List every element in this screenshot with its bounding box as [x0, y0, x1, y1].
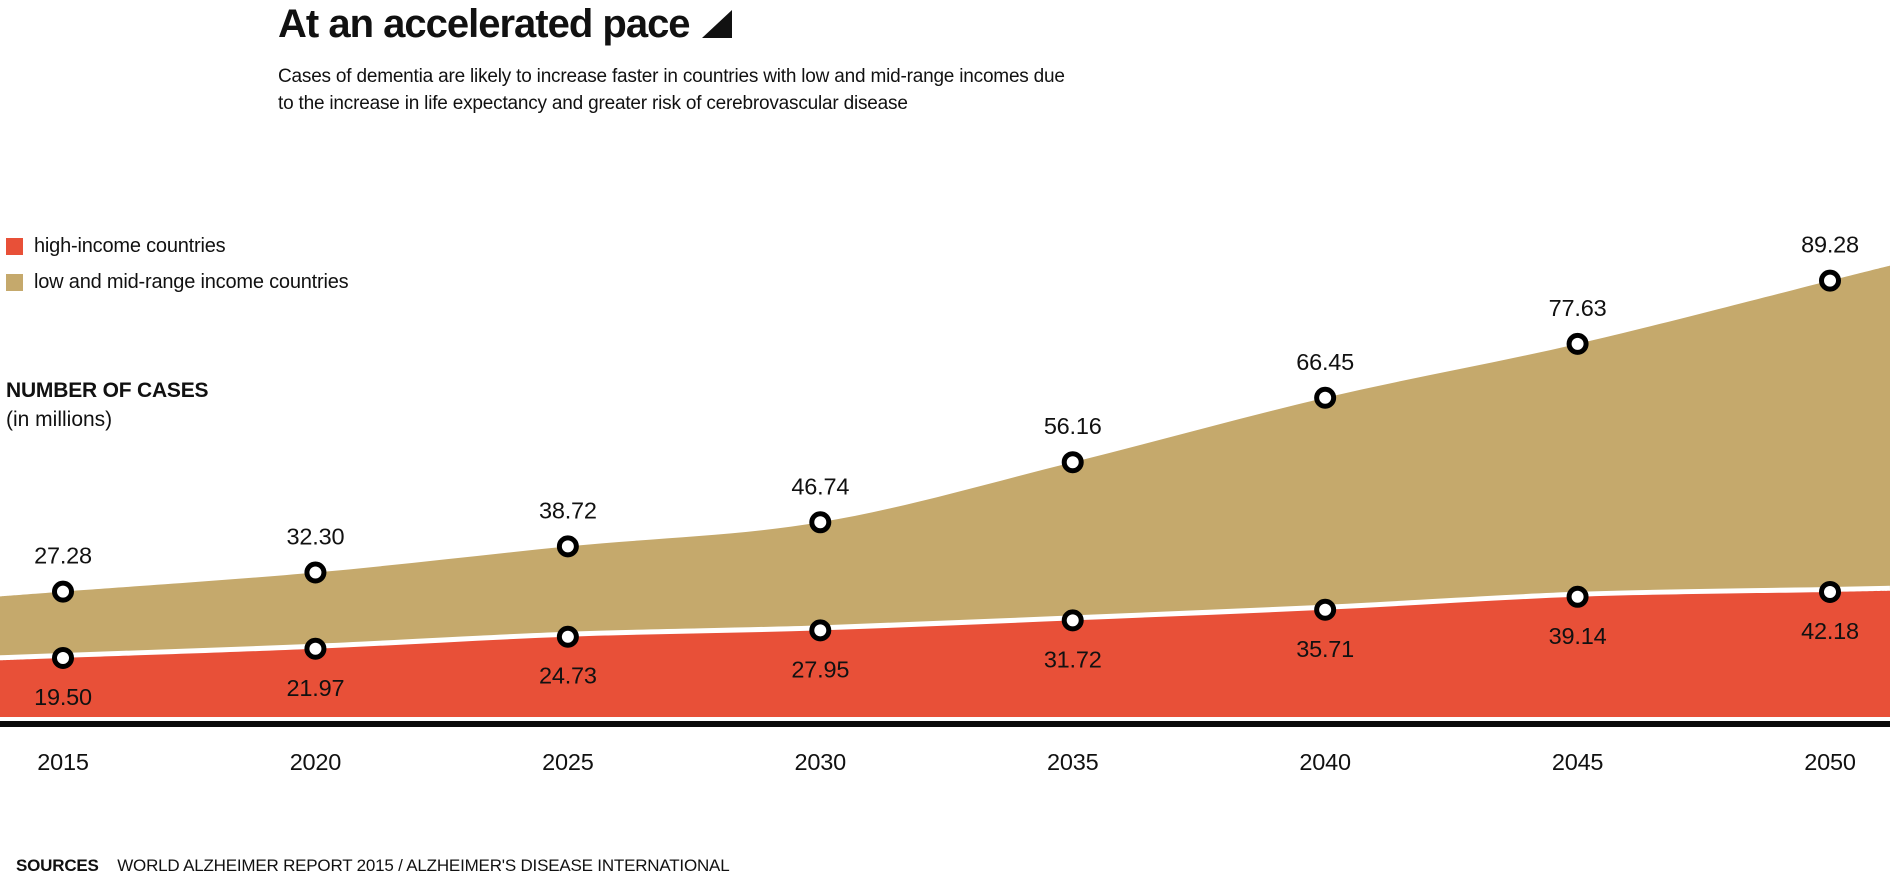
legend-label-low-mid-income: low and mid-range income countries [34, 270, 349, 293]
value-label: 27.95 [791, 656, 849, 682]
data-point-marker [52, 646, 74, 669]
value-label: 89.28 [1801, 232, 1859, 258]
value-label: 77.63 [1549, 295, 1607, 321]
title-text: At an accelerated pace [278, 2, 691, 46]
legend-swatch-high-income [6, 237, 23, 255]
data-point-marker [1566, 585, 1589, 608]
y-axis-label: NUMBER OF CASES (in millions) [6, 379, 209, 432]
legend-swatch-low-mid-income [6, 273, 23, 291]
value-label: 56.16 [1044, 413, 1102, 439]
x-axis-tick-label: 2040 [1299, 749, 1351, 775]
data-point-marker [556, 625, 579, 648]
chart-legend: high-income countries low and mid-range … [6, 228, 349, 300]
data-point-marker [304, 637, 327, 660]
value-label: 38.72 [539, 497, 597, 523]
x-axis-tick-label: 2020 [290, 749, 342, 775]
triangle-icon [701, 10, 732, 38]
data-point-marker [1819, 269, 1842, 292]
y-axis-unit: (in millions) [6, 408, 113, 431]
value-label: 21.97 [287, 675, 345, 701]
data-point-marker [809, 511, 832, 534]
chart-subtitle: Cases of dementia are likely to increase… [278, 63, 1065, 117]
value-label: 42.18 [1801, 618, 1859, 644]
legend-item-low-mid-income: low and mid-range income countries [6, 264, 349, 300]
chart-header: At an accelerated pace Cases of dementia… [278, 2, 1065, 117]
value-label: 31.72 [1044, 646, 1102, 672]
data-point-marker [1314, 598, 1337, 621]
value-label: 39.14 [1549, 623, 1607, 649]
value-label: 27.28 [34, 543, 92, 569]
legend-label-high-income: high-income countries [34, 234, 226, 257]
sources-label: SOURCES [16, 856, 99, 875]
page-title: At an accelerated pace [278, 2, 1065, 47]
data-point-marker [1566, 332, 1589, 355]
sources-text: WORLD ALZHEIMER REPORT 2015 / ALZHEIMER'… [117, 856, 730, 875]
y-axis-title: NUMBER OF CASES [6, 379, 209, 402]
x-axis-tick-label: 2035 [1047, 749, 1099, 775]
value-label: 46.74 [791, 473, 849, 499]
data-point-marker [1819, 580, 1842, 603]
value-label: 35.71 [1296, 636, 1354, 662]
x-axis-tick-label: 2045 [1552, 749, 1604, 775]
data-point-marker [52, 580, 74, 603]
data-point-marker [809, 619, 832, 642]
data-point-marker [1061, 609, 1084, 632]
legend-item-high-income: high-income countries [6, 228, 348, 264]
x-axis-tick-label: 2030 [795, 749, 847, 775]
subtitle-line-2: to the increase in life expectancy and g… [278, 93, 908, 114]
subtitle-line-1: Cases of dementia are likely to increase… [278, 66, 1065, 87]
x-axis-tick-label: 2050 [1804, 749, 1856, 775]
data-point-marker [556, 535, 579, 558]
value-label: 24.73 [539, 663, 597, 689]
value-label: 19.50 [34, 684, 92, 710]
sources-line: SOURCES WORLD ALZHEIMER REPORT 2015 / AL… [16, 856, 730, 876]
area-high-income [0, 590, 1890, 717]
x-axis-tick-label: 2025 [542, 749, 594, 775]
data-point-marker [304, 561, 327, 584]
value-label: 32.30 [287, 524, 345, 550]
data-point-marker [1314, 386, 1337, 409]
data-point-marker [1061, 451, 1084, 474]
value-label: 66.45 [1296, 349, 1354, 375]
x-axis-tick-label: 2015 [37, 749, 89, 775]
x-axis-line [0, 721, 1890, 727]
